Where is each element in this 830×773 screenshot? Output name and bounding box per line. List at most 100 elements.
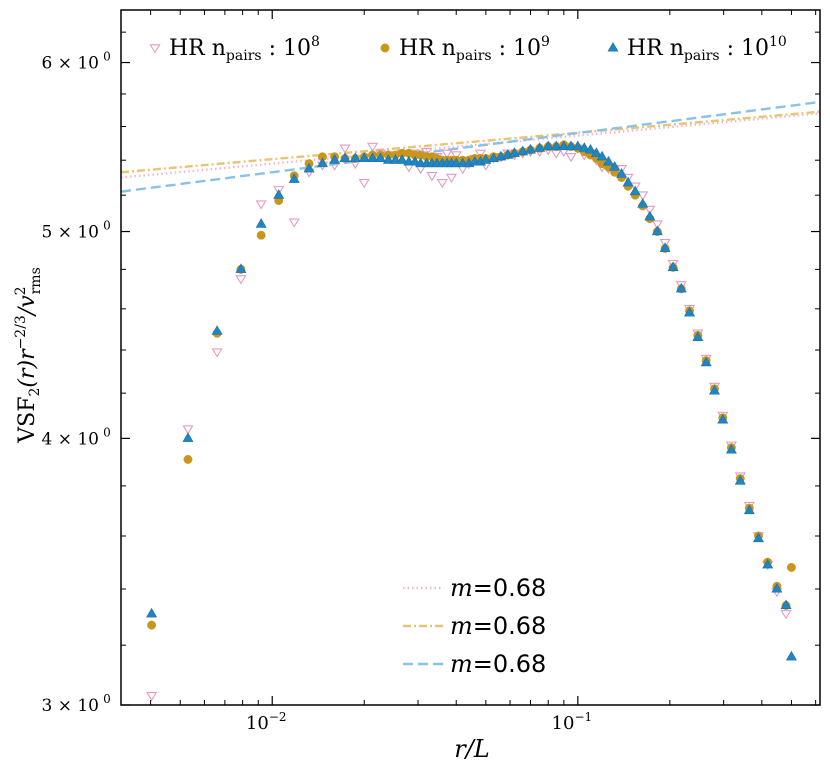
fit-line-3: [120, 100, 821, 193]
data-point: [659, 238, 671, 249]
data-point: [273, 186, 285, 196]
data-point: [367, 142, 379, 153]
data-point: [358, 152, 370, 163]
data-point: [389, 154, 401, 164]
y-label-v: /v: [15, 295, 40, 317]
data-point: [542, 140, 554, 151]
data-point: [508, 147, 520, 157]
data-point: [590, 147, 602, 157]
y-tick-label: 6 × 10: [42, 54, 100, 74]
data-point: [183, 455, 193, 464]
data-point: [329, 154, 341, 164]
data-point: [596, 150, 608, 161]
legend-label-2: HR npairs : 109: [399, 34, 550, 64]
data-point: [445, 173, 458, 183]
legend-label-3: HR npairs : 1010: [627, 34, 787, 64]
legend-label-1: HR npairs : 108: [169, 34, 320, 64]
legend-bottom: m=0.68 m=0.68 m=0.68: [403, 574, 546, 678]
data-point: [565, 140, 577, 151]
y-label-r: (r)r: [15, 348, 40, 388]
data-point: [288, 218, 300, 228]
fit-line-1: [120, 112, 821, 179]
data-point: [349, 152, 361, 163]
data-point: [441, 149, 453, 159]
y-tick-exponent: 0: [103, 692, 111, 706]
data-point: [684, 306, 696, 317]
data-point: [146, 692, 158, 702]
data-point: [367, 152, 379, 163]
data-point: [421, 147, 433, 158]
y-tick-exponent: 0: [103, 219, 111, 233]
data-point: [622, 176, 634, 187]
data-point: [525, 143, 536, 154]
data-point: [771, 582, 783, 593]
data-point: [616, 168, 628, 178]
data-point: [534, 142, 546, 152]
data-point: [752, 532, 764, 543]
data-point: [409, 155, 421, 166]
data-point: [709, 384, 720, 395]
data-point: [235, 275, 247, 285]
legend-marker-3: [607, 41, 619, 52]
data-point: [396, 154, 408, 164]
data-point: [667, 261, 679, 271]
data-point: [700, 356, 712, 367]
data-point: [717, 414, 729, 424]
data-point: [182, 425, 194, 435]
data-point: [743, 504, 755, 515]
data-point: [211, 348, 223, 358]
y-tick-label: 4 × 10: [42, 429, 100, 449]
axis-ticks: 10−2 10−13 × 10 04 × 10 05 × 10 06 × 10 0: [42, 10, 820, 734]
y-label-rms: rms: [28, 267, 44, 294]
plot-frame: [120, 9, 821, 706]
data-point: [609, 161, 621, 171]
y-axis-label: VSF2(r)r−2/3/v2rms: [13, 267, 44, 444]
data-point: [762, 558, 774, 569]
fit-lines: [120, 100, 821, 193]
data-point: [572, 140, 584, 151]
data-point: [288, 173, 300, 183]
data-point: [255, 200, 267, 210]
x-tick-label: 10−1: [552, 710, 593, 734]
y-tick-label: 5 × 10: [42, 223, 100, 243]
data-point: [211, 325, 223, 335]
data-point: [339, 144, 351, 154]
data-point: [651, 225, 663, 236]
fit-line-2: [120, 110, 821, 174]
data-point: [558, 140, 570, 151]
data-point: [780, 599, 792, 610]
data-point: [629, 182, 641, 192]
data-point: [659, 242, 671, 252]
data-point: [675, 282, 687, 293]
y-label-sub2: 2: [27, 388, 43, 397]
data-point: [480, 154, 492, 164]
data-point: [734, 475, 746, 485]
data-point: [565, 153, 577, 163]
legend-marker-1: [149, 44, 161, 54]
data-point: [235, 263, 247, 273]
data-point: [550, 149, 562, 159]
legend-top: HR npairs : 108 HR npairs : 109 HR npairs …: [149, 34, 787, 64]
data-point: [637, 191, 649, 201]
series-2: [147, 140, 796, 630]
series-3: [146, 140, 797, 661]
legend-marker-2: [380, 43, 390, 53]
data-point: [578, 142, 590, 152]
legend-fit-label-1: m=0.68: [450, 574, 546, 602]
data-point: [692, 331, 704, 342]
data-point: [725, 444, 737, 454]
legend-fit-label-3: m=0.68: [450, 650, 546, 678]
data-point: [474, 149, 486, 159]
data-point: [147, 620, 157, 630]
data-point: [785, 650, 797, 661]
data-point: [550, 140, 562, 151]
data-point: [303, 162, 315, 173]
data-point: [273, 189, 285, 199]
data-point: [603, 155, 614, 166]
data-point: [585, 143, 596, 154]
y-tick-exponent: 0: [103, 425, 111, 439]
data-point: [651, 220, 663, 230]
svg-text:VSF2(r)r−2/3/v2rms: VSF2(r)r−2/3/v2rms: [13, 267, 44, 444]
data-point: [517, 145, 529, 156]
y-label-v-sup: 2: [13, 286, 29, 295]
